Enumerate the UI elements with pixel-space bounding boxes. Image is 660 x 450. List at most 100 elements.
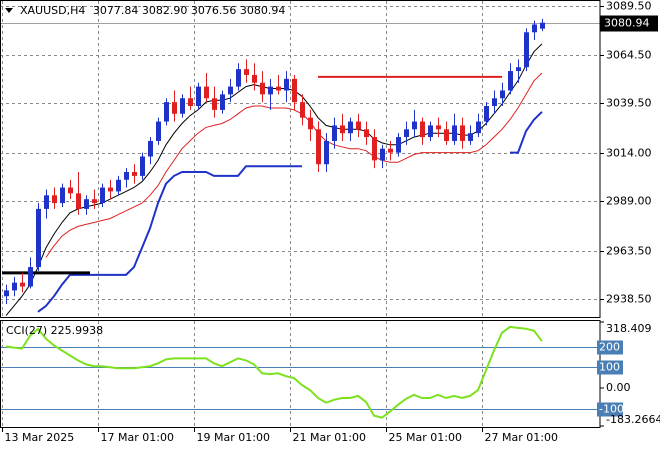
x-tick-label: 13 Mar 2025 — [5, 431, 75, 444]
y-tick-label: 3014.00 — [606, 147, 652, 160]
candle-body — [372, 137, 377, 161]
candle-body — [276, 86, 281, 91]
x-tick-label: 19 Mar 01:00 — [197, 431, 270, 444]
candle-body — [108, 187, 113, 192]
candle-body — [340, 125, 345, 134]
candle-body — [436, 125, 441, 130]
symbol: XAUUSD,H4 — [20, 4, 85, 17]
candle-body — [348, 121, 353, 134]
cci-line — [5, 325, 543, 419]
last-price-box — [600, 15, 658, 32]
main-panel-frame — [0, 0, 601, 318]
candle-body — [292, 78, 297, 103]
candle-body — [92, 199, 97, 204]
candle-body — [140, 156, 145, 176]
candle-body — [316, 129, 321, 165]
candle-body — [252, 74, 257, 83]
candle-body — [284, 78, 289, 91]
y-tick-label: 2989.00 — [606, 195, 652, 208]
candle-body — [164, 102, 169, 122]
candle-body — [220, 94, 225, 110]
candle-body — [196, 86, 201, 107]
candle-body — [100, 187, 105, 204]
candle-body — [4, 290, 9, 297]
indicator-line — [37, 111, 543, 313]
candle-body — [300, 102, 305, 118]
low-quote: 3076.56 — [191, 4, 237, 17]
candle-body — [428, 125, 433, 138]
y-tick-label: 3064.50 — [606, 49, 652, 62]
x-tick-label: 25 Mar 01:00 — [389, 431, 462, 444]
candle-body — [332, 125, 337, 141]
candle-body — [156, 121, 161, 141]
candle-body — [516, 67, 521, 72]
candle-body — [452, 125, 457, 141]
candle-body — [420, 121, 425, 138]
candle-body — [236, 69, 241, 87]
candle-body — [20, 282, 25, 287]
level-label: 100 — [599, 361, 620, 374]
level-label: 200 — [599, 341, 620, 354]
y-tick-label: 0.00 — [606, 381, 631, 394]
level-label-box — [597, 402, 623, 417]
header-arrow — [5, 8, 13, 13]
candle-body — [12, 282, 17, 291]
candle-body — [84, 199, 89, 209]
x-tick-label: 27 Mar 01:00 — [485, 431, 558, 444]
candle-body — [404, 129, 409, 138]
candle-body — [500, 90, 505, 99]
candle-body — [308, 117, 313, 130]
close-quote: 3080.94 — [240, 4, 286, 17]
candle-body — [76, 193, 81, 209]
y-tick-label: 2938.50 — [606, 293, 652, 306]
candle-body — [180, 98, 185, 114]
y-tick-label: 318.409 — [606, 322, 652, 335]
candle-body — [268, 86, 273, 95]
candle-body — [36, 208, 41, 268]
candle-body — [324, 140, 329, 165]
candle-body — [380, 148, 385, 161]
high-quote: 3082.90 — [142, 4, 188, 17]
candle-body — [28, 267, 33, 287]
x-tick-label: 17 Mar 01:00 — [101, 431, 174, 444]
level-label-box — [597, 340, 623, 355]
candle-body — [484, 106, 489, 122]
candle-body — [52, 195, 57, 204]
candle-body — [444, 129, 449, 141]
open-quote: 3077.84 — [93, 4, 139, 17]
y-tick-label: 3089.50 — [606, 0, 652, 13]
level-label-box — [597, 360, 623, 375]
level-label: -100 — [599, 403, 624, 416]
candle-body — [508, 71, 513, 91]
candle-body — [532, 24, 537, 33]
candle-body — [244, 69, 249, 75]
candle-body — [260, 82, 265, 95]
candle-body — [476, 121, 481, 134]
y-tick-label: 2963.50 — [606, 245, 652, 258]
candle-body — [540, 22, 545, 29]
candle-body — [356, 121, 361, 130]
candle-body — [524, 32, 529, 68]
candle-body — [228, 86, 233, 95]
indicator-line — [45, 72, 543, 258]
candle-body — [492, 98, 497, 107]
candle-body — [68, 187, 73, 194]
candle-body — [212, 98, 217, 110]
candle-body — [396, 137, 401, 153]
candle-body — [468, 133, 473, 141]
candle-body — [44, 195, 49, 209]
grid — [0, 1, 600, 427]
candle-body — [364, 129, 369, 138]
candle-body — [132, 172, 137, 176]
candle-body — [124, 172, 129, 180]
plot — [2, 18, 545, 419]
candle-body — [60, 187, 65, 204]
x-tick-label: 21 Mar 01:00 — [293, 431, 366, 444]
candle-body — [460, 125, 465, 141]
y-tick-label: 3039.50 — [606, 97, 652, 110]
y-tick-label: -183.2664 — [606, 413, 660, 426]
last-price-label: 3080.94 — [604, 17, 650, 30]
candle-body — [116, 179, 121, 192]
candle-body — [148, 140, 153, 157]
